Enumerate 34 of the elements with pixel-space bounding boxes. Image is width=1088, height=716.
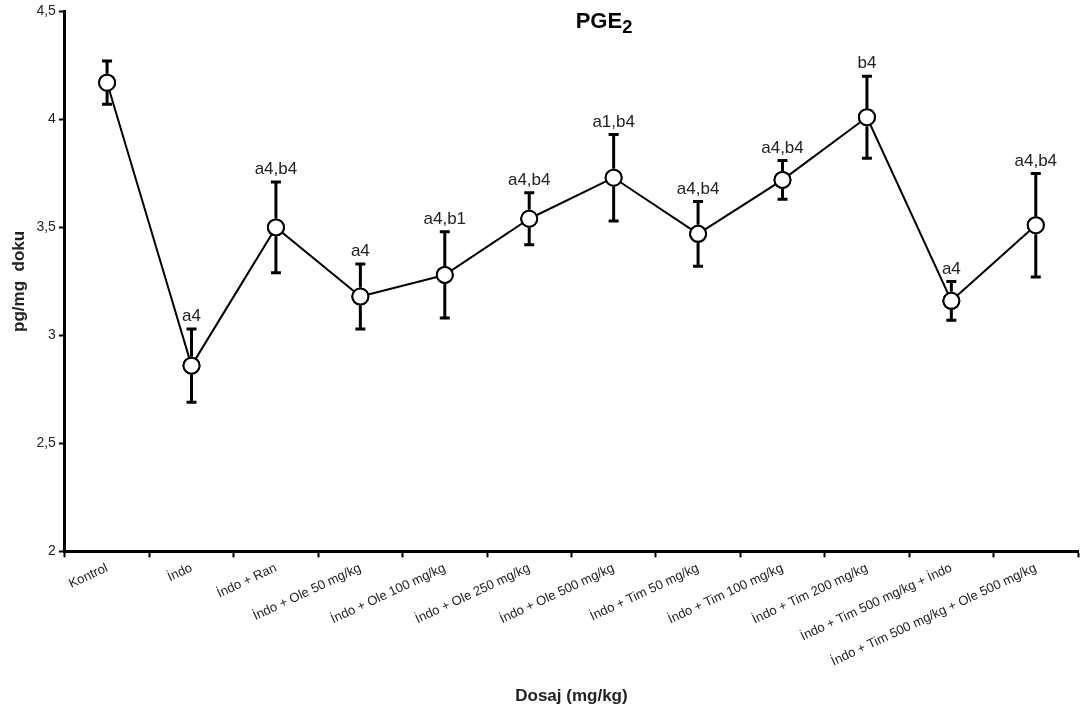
y-tick-label: 2,5 (36, 434, 57, 451)
annotation: a4 (350, 241, 370, 261)
x-tick-label: İndo + Ran (214, 559, 279, 601)
annotation: b4 (857, 53, 877, 73)
x-tick-label: İndo (165, 559, 195, 585)
point (98, 73, 117, 92)
x-axis-title: Dosaj (mg/kg) (515, 686, 628, 706)
point (942, 291, 961, 310)
point (604, 168, 623, 187)
annotation: a4,b4 (507, 170, 551, 190)
y-tick-label: 4 (48, 110, 57, 127)
point (520, 209, 539, 228)
point (857, 108, 876, 127)
annotation: a4 (941, 258, 961, 278)
annotation: a4,b4 (254, 159, 298, 179)
point (266, 218, 285, 237)
annotation: a1,b4 (592, 111, 635, 131)
annotation: a4,b4 (676, 178, 720, 198)
annotation: a4,b4 (761, 137, 804, 157)
annotation: a4,b1 (423, 208, 467, 228)
point (1026, 216, 1045, 235)
y-tick-label: 3 (48, 326, 57, 343)
annotation: a4 (182, 306, 201, 326)
y-tick-label: 4,5 (36, 2, 57, 19)
point (351, 287, 370, 306)
point (689, 224, 708, 243)
y-tick-label: 2 (48, 542, 57, 559)
chart-title: PGE$_{2}$ (575, 8, 633, 38)
annotation: a4,b4 (1014, 150, 1058, 170)
point (773, 170, 792, 189)
point (435, 265, 454, 284)
point (182, 356, 201, 375)
y-tick-label: 3,5 (36, 218, 57, 235)
y-axis-title: pg/mg doku (8, 230, 28, 332)
